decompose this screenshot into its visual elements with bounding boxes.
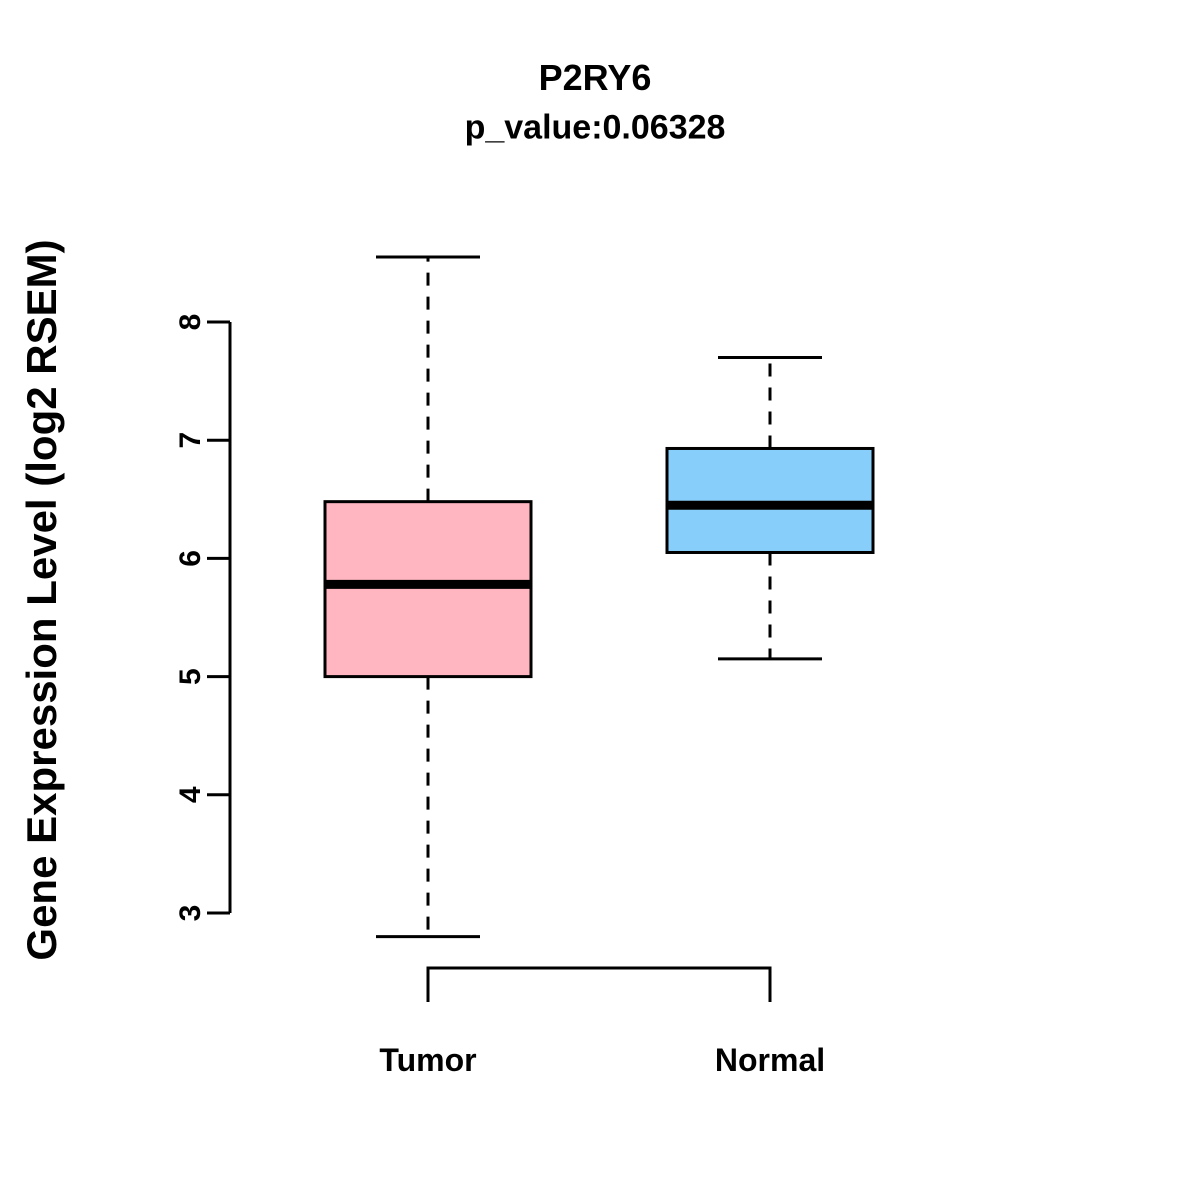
box-normal (665, 446, 875, 554)
y-tick-label: 8 (174, 314, 207, 331)
y-tick-label: 7 (174, 432, 207, 449)
y-tick-label: 4 (174, 786, 207, 803)
category-label-normal: Normal (714, 1042, 826, 1078)
category-label-tumor: Tumor (379, 1042, 477, 1078)
y-tick-label: 5 (174, 668, 207, 685)
box-tumor (323, 500, 533, 679)
x-axis-bracket (426, 966, 772, 1002)
y-tick-label: 3 (174, 905, 207, 922)
chart-subtitle: p_value:0.06328 (464, 108, 726, 147)
chart-title: P2RY6 (538, 57, 652, 98)
y-tick-label: 6 (174, 550, 207, 567)
